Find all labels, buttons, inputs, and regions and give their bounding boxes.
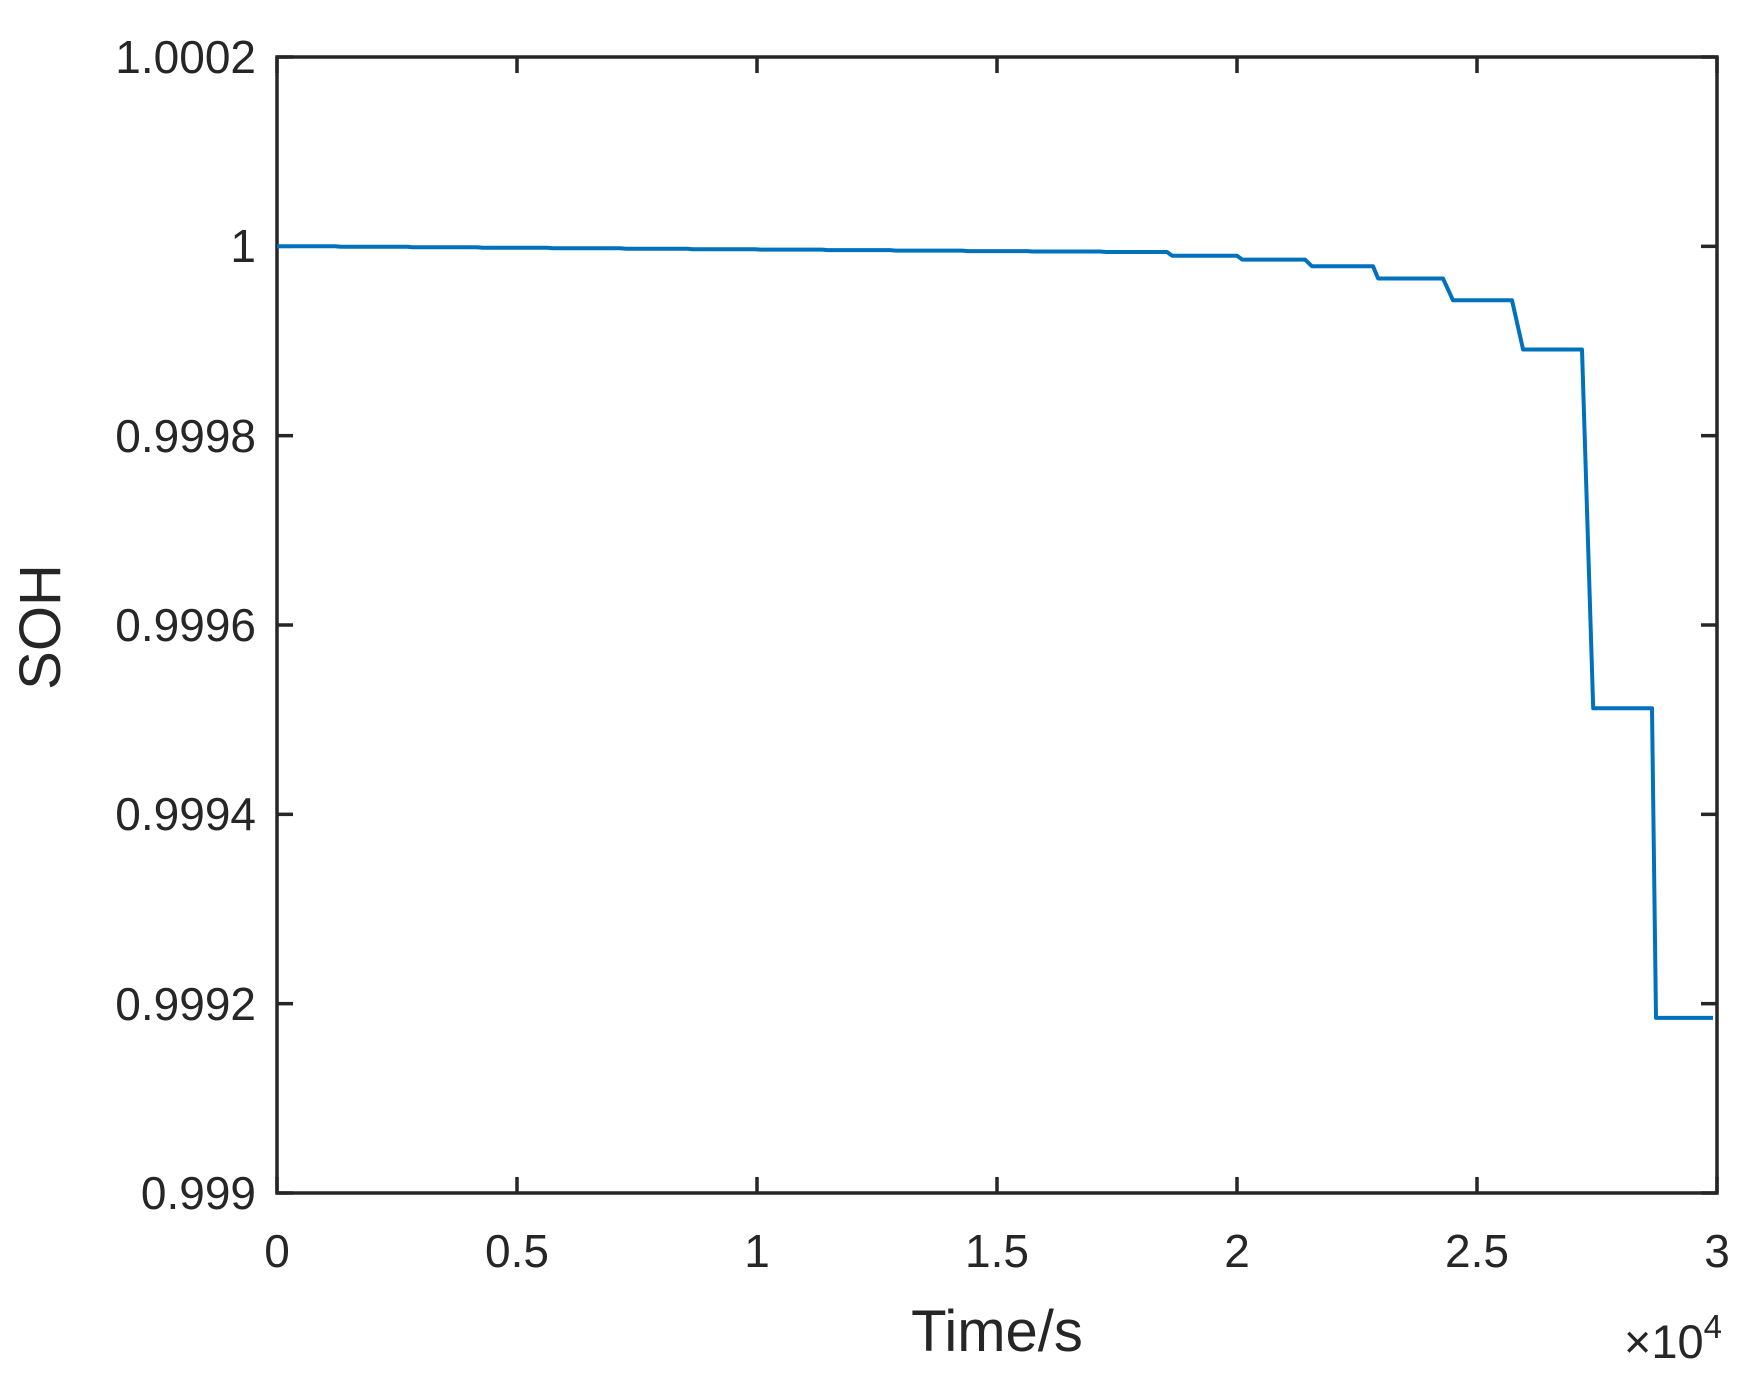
x-tick-label: 1 bbox=[744, 1225, 770, 1277]
exponent-power: 4 bbox=[1703, 1308, 1722, 1345]
y-tick-label: 0.9994 bbox=[115, 788, 256, 841]
x-tick-label: 0 bbox=[264, 1225, 290, 1277]
y-tick-label: 0.9998 bbox=[115, 409, 256, 462]
y-axis-label: SOH bbox=[8, 564, 73, 690]
y-tick-label: 0.9992 bbox=[115, 977, 256, 1030]
x-tick-label: 2.5 bbox=[1445, 1225, 1509, 1277]
axes-box bbox=[275, 55, 1719, 1195]
y-tick-label: 0.999 bbox=[140, 1167, 256, 1219]
exponent-base: ×10 bbox=[1623, 1315, 1704, 1368]
y-tick-label: 0.9996 bbox=[115, 599, 256, 651]
y-tick-label: 1.0002 bbox=[115, 31, 256, 83]
x-axis-label: Time/s bbox=[911, 1299, 1083, 1364]
x-tick-label: 2 bbox=[1224, 1225, 1250, 1277]
x-tick-label: 3 bbox=[1704, 1225, 1730, 1277]
x-tick-label: 1.5 bbox=[965, 1225, 1029, 1277]
x-axis-exponent-label: ×104 bbox=[1623, 1310, 1722, 1368]
x-tick-label: 0.5 bbox=[485, 1225, 549, 1277]
y-tick-label: 1 bbox=[230, 220, 256, 273]
soh-line bbox=[277, 244, 1713, 1020]
